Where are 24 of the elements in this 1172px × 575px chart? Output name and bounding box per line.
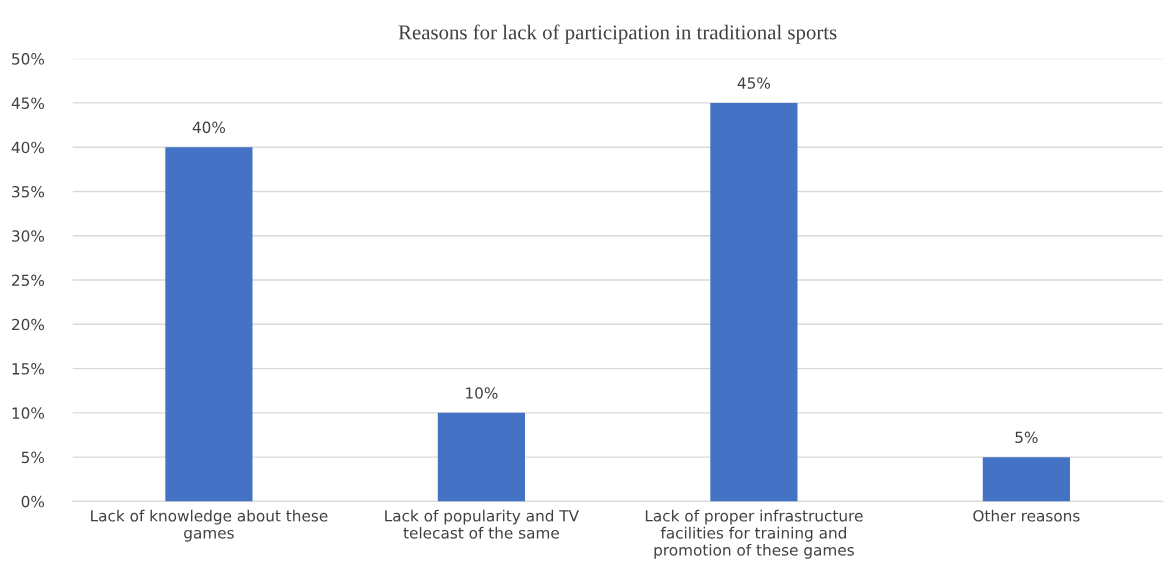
data-label: 10% <box>466 387 498 399</box>
y-tick-label: 25% <box>12 274 45 287</box>
data-label: 40% <box>192 121 226 134</box>
x-tick-label: Lack of knowledge about these games <box>91 509 328 542</box>
x-tick-label: Lack of popularity and TV telecast of the same <box>385 509 579 539</box>
x-tick-label: Lack of proper infrastructure facilities for training and promotion of these games <box>645 509 863 559</box>
chart-title: Reasons for lack of participation in traditional sports <box>398 24 837 44</box>
data-label: 5% <box>1015 431 1038 444</box>
y-tick-label: 0% <box>21 495 45 508</box>
y-tick-label: 20% <box>12 318 45 331</box>
data-label: 45% <box>737 77 771 89</box>
bar <box>165 147 253 502</box>
y-tick-label: 30% <box>12 230 45 242</box>
y-tick-label: 5% <box>21 451 45 464</box>
y-tick-label: 35% <box>12 185 45 198</box>
y-tick-label: 15% <box>12 363 45 375</box>
y-tick-label: 40% <box>11 141 45 154</box>
y-tick-label: 45% <box>11 97 45 109</box>
x-tick-label: Other reasons <box>973 509 1080 522</box>
bar <box>982 457 1070 502</box>
y-tick-label: 10% <box>12 407 45 419</box>
y-tick-label: 50% <box>12 53 45 65</box>
bar <box>710 102 798 502</box>
bar <box>437 412 525 502</box>
